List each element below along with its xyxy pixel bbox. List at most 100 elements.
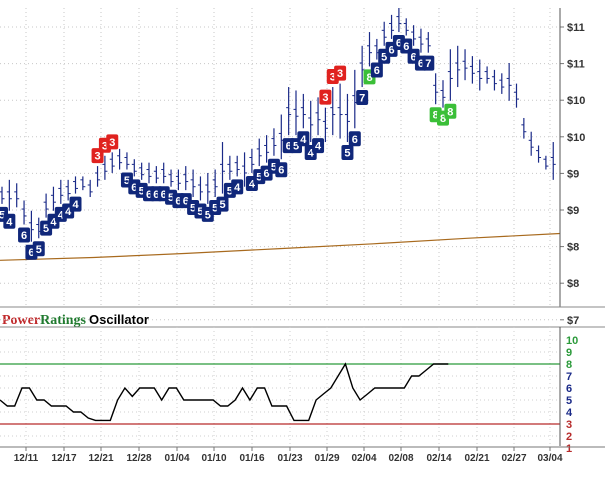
rating-badge-label: 6 (131, 182, 137, 194)
date-axis: 12/11 12/17 12/21 12/28 01/04 01/10 01/16 01/23… (0, 446, 605, 464)
date-tick-label: 03/04 (537, 453, 562, 464)
price-tick-label: $11 (567, 22, 585, 34)
rating-badge-label: 4 (249, 178, 256, 190)
rating-badge (231, 179, 244, 195)
price-tick-label: $9 (567, 168, 579, 180)
rating-badge-label: 5 (190, 203, 196, 215)
rating-badge-label: 6 (153, 189, 159, 201)
rating-badge-label: 6 (286, 141, 292, 153)
rating-badge-label: 5 (124, 175, 130, 187)
rating-badge-label: 5 (43, 223, 49, 235)
rating-badge (69, 196, 82, 212)
osc-tick-label: 6 (566, 383, 572, 395)
osc-tick-label: 9 (566, 347, 572, 359)
date-tick-label: 01/16 (239, 453, 264, 464)
osc-tick-label: 10 (566, 335, 578, 347)
price-tick-label: $9 (567, 205, 579, 217)
rating-badge-label: 3 (330, 72, 336, 84)
rating-badge (216, 196, 229, 212)
rating-badge-label: 4 (300, 134, 307, 146)
rating-badge-label: 5 (139, 185, 145, 197)
rating-badge-label: 7 (425, 58, 431, 70)
date-tick-label: 01/04 (164, 453, 189, 464)
price-axis: $11 $11 $10 $10 $9 $9 $8 $8 $7 (0, 8, 605, 327)
date-tick-label: 12/28 (126, 453, 151, 464)
rating-badge (319, 89, 332, 105)
osc-tick-label: 4 (566, 407, 573, 419)
rating-badge (334, 65, 347, 81)
rating-badge-label: 5 (381, 51, 387, 63)
rating-badge-label: 6 (374, 65, 380, 77)
rating-badge-label: 6 (161, 189, 167, 201)
rating-badge-label: 4 (58, 209, 65, 221)
rating-badge-label: 3 (109, 137, 115, 149)
rating-badge-label: 3 (94, 151, 100, 163)
date-tick-label: 02/08 (388, 453, 413, 464)
rating-badge-label: 6 (411, 51, 417, 63)
price-tick-label: $7 (567, 315, 579, 327)
rating-badge-label: 6 (146, 189, 152, 201)
rating-badge-label: 4 (65, 206, 72, 218)
rating-badge-label: 5 (205, 209, 211, 221)
brand-power: Power (2, 313, 41, 328)
date-tick-label: 02/27 (501, 453, 526, 464)
rating-badge-label: 5 (0, 209, 5, 221)
price-tick-label: $11 (567, 59, 585, 71)
osc-tick-label: 5 (566, 395, 572, 407)
rating-badge-label: 6 (28, 247, 34, 259)
rating-badge (32, 241, 45, 257)
moving-average-line (0, 232, 561, 261)
price-tick-label: $8 (567, 242, 579, 254)
rating-badge (18, 227, 31, 243)
rating-badge-label: 3 (337, 68, 343, 80)
rating-badge (275, 162, 288, 178)
rating-badge-label: 5 (168, 192, 174, 204)
rating-badge-label: 5 (212, 203, 218, 215)
date-tick-label: 12/21 (88, 453, 113, 464)
rating-badge-label: 6 (396, 38, 402, 50)
date-tick-label: 02/04 (351, 453, 376, 464)
oscillator-line (0, 362, 449, 422)
rating-badge-label: 8 (447, 106, 453, 118)
moving-average-layer (0, 232, 561, 261)
oscillator-label: Oscillator (89, 312, 149, 327)
rating-badge-label: 3 (102, 140, 108, 152)
rating-badge-label: 5 (197, 206, 203, 218)
price-bars-layer (0, 8, 556, 242)
osc-tick-label: 1 (566, 443, 572, 455)
osc-tick-label: 2 (566, 431, 572, 443)
rating-badge-label: 5 (36, 244, 42, 256)
rating-badge-label: 4 (72, 199, 79, 211)
rating-badge (341, 145, 354, 161)
rating-badge (106, 134, 119, 150)
rating-badge-label: 6 (388, 44, 394, 56)
date-tick-label: 12/17 (51, 453, 76, 464)
rating-badge-label: 4 (50, 216, 57, 228)
rating-badge-label: 6 (278, 165, 284, 177)
oscillator-title: PowerRatings Oscillator (2, 312, 149, 329)
rating-badge-label: 8 (366, 72, 372, 84)
date-tick-label: 12/11 (14, 453, 39, 464)
rating-badge-label: 5 (219, 199, 225, 211)
osc-tick-label: 7 (566, 371, 572, 383)
rating-badge-label: 4 (6, 216, 13, 228)
rating-badge-label: 4 (315, 141, 322, 153)
price-tick-label: $8 (567, 278, 579, 290)
rating-badge-label: 5 (271, 161, 277, 173)
price-tick-label: $10 (567, 95, 585, 107)
osc-tick-label: 3 (566, 419, 572, 431)
rating-badge-label: 8 (433, 110, 439, 122)
rating-badge-label: 6 (183, 196, 189, 208)
price-tick-label: $10 (567, 132, 585, 144)
rating-badge-label: 8 (440, 113, 446, 125)
rating-badge (422, 55, 435, 71)
rating-badge-label: 5 (227, 185, 233, 197)
rating-badge (370, 62, 383, 78)
rating-badge (444, 103, 457, 119)
rating-badge (3, 213, 16, 229)
osc-tick-label: 8 (566, 359, 572, 371)
rating-badge-label: 6 (403, 41, 409, 53)
